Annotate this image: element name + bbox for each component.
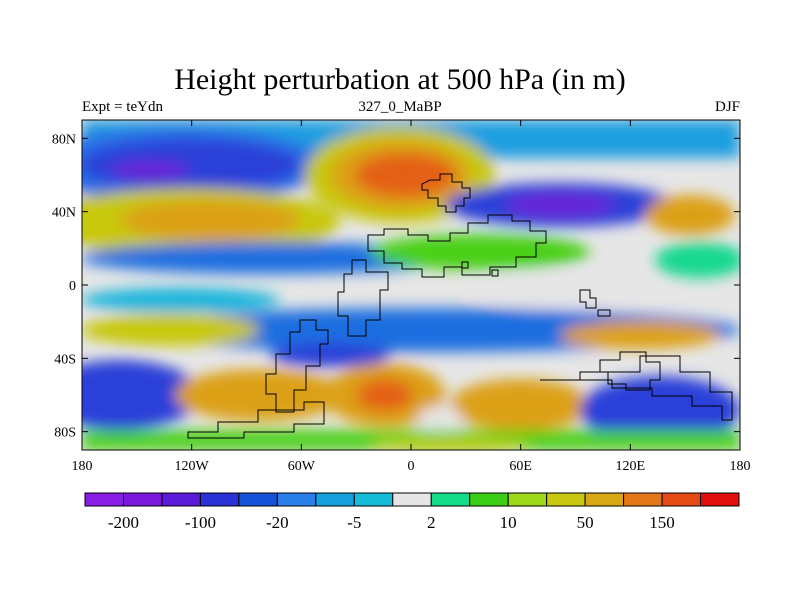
colorbar-swatch [507, 492, 548, 507]
plot-title: Height perturbation at 500 hPa (in m) [174, 63, 626, 96]
antarctic-low [580, 376, 740, 444]
south-america-coast [265, 319, 329, 413]
colorbar-swatch [315, 492, 355, 507]
pacific-low [82, 139, 300, 191]
lon-tick-label: 120E [616, 459, 646, 474]
lat-tick-label: 40N [52, 206, 76, 221]
colorbar: -200 -100 -20 -5 2 10 50 150 [84, 492, 740, 532]
south-indian-ridge [560, 321, 720, 349]
south-pacific-low [82, 360, 200, 430]
colorbar-swatch [276, 492, 317, 507]
lat-tick-label: 40S [54, 352, 76, 367]
eurasia-coast [367, 214, 547, 278]
coastlines [187, 173, 733, 439]
lat-tick-label: 80N [52, 132, 76, 147]
period-label: 327_0_MaBP [358, 99, 442, 115]
season-label: DJF [714, 99, 740, 115]
tropical-neg-band [82, 242, 460, 274]
colorbar-swatch [161, 492, 201, 507]
colorbar-label: -200 [108, 513, 139, 532]
experiment-label: Expt = teYdn [82, 99, 163, 115]
colorbar-label: 150 [649, 513, 675, 532]
atlantic-ridge-core [355, 153, 455, 197]
lon-tick-label: 0 [408, 459, 415, 474]
colorbar-label: 50 [577, 513, 594, 532]
asia-trough-core [505, 194, 615, 216]
south-pacific-ridge-a [82, 314, 260, 346]
indian-neutral [470, 272, 650, 308]
colorbar-swatch [238, 492, 278, 507]
colorbar-swatch [430, 492, 471, 507]
west-pacific-ridge [645, 195, 735, 235]
south-indian-ridge-b [450, 379, 590, 431]
colorbar-label: 2 [427, 513, 436, 532]
colorbar-swatch [84, 492, 124, 507]
maritime-islands [461, 261, 611, 317]
australia-coast [599, 351, 661, 391]
colorbar-swatch [584, 492, 625, 507]
antarctica-coast [187, 355, 733, 439]
lon-tick-label: 180 [730, 459, 751, 474]
west-pacific-weak [655, 242, 740, 278]
lon-tick-label: 120W [175, 459, 210, 474]
map-axes: 180 120W 60W 0 60E 120E 180 80N 40N 0 40S 80S [52, 120, 751, 474]
lon-tick-label: 180 [72, 459, 93, 474]
southern-trough-core [270, 343, 390, 367]
colorbar-label: -100 [185, 513, 216, 532]
south-america-ridge [175, 369, 345, 421]
south-atlantic-ridge-core [357, 379, 413, 411]
colorbar-swatch [199, 492, 240, 507]
colorbar-label: -5 [347, 513, 361, 532]
equatorial-weak-neg [82, 288, 280, 312]
north-america-coast [421, 173, 471, 213]
africa-coast [337, 259, 389, 337]
lon-tick-label: 60W [288, 459, 316, 474]
colorbar-label: -20 [266, 513, 289, 532]
pacific-ridge-core [120, 200, 300, 240]
colorbar-swatch [353, 492, 394, 507]
pacific-low-core [110, 161, 190, 179]
colorbar-swatch [661, 492, 702, 507]
tropical-pos-band [370, 234, 590, 270]
polar-neutral-spot [418, 406, 462, 434]
lon-tick-label: 60E [509, 459, 532, 474]
antarctic-ridge [370, 437, 530, 450]
contour-field [82, 120, 740, 450]
colorbar-swatch [122, 492, 163, 507]
colorbar-swatch [623, 492, 663, 507]
colorbar-swatch [392, 492, 432, 507]
colorbar-swatch [469, 492, 509, 507]
lat-tick-label: 0 [69, 279, 76, 294]
colorbar-swatch [546, 492, 586, 507]
colorbar-swatch [700, 492, 740, 507]
lat-tick-label: 80S [54, 426, 76, 441]
colorbar-label: 10 [500, 513, 517, 532]
